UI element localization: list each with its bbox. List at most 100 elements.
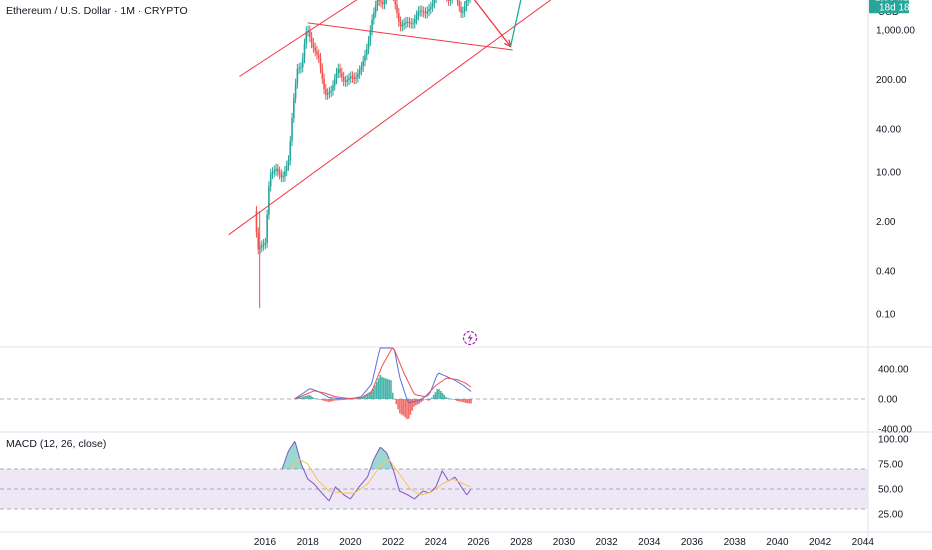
macd-histogram-bar	[381, 376, 383, 399]
candle-body	[342, 76, 345, 82]
signal-line	[294, 347, 472, 400]
macd-histogram-bar	[383, 377, 385, 399]
lightning-icon[interactable]	[462, 330, 478, 346]
candle-body	[330, 90, 332, 93]
candle-body	[300, 67, 302, 69]
candle-body	[431, 3, 434, 7]
time-tick-label: 2030	[553, 537, 576, 548]
candle-body	[273, 170, 276, 173]
candle-body	[326, 93, 329, 95]
candle-body	[291, 117, 293, 141]
candle-body	[333, 79, 336, 86]
macd-histogram-bar	[416, 399, 419, 405]
candle-body	[394, 0, 397, 5]
candle-body	[289, 140, 292, 161]
macd-histogram-bar	[391, 392, 394, 399]
macd-histogram-bar	[338, 399, 341, 401]
macd-histogram-bar	[399, 399, 401, 414]
candle-body	[405, 21, 407, 24]
candle-body	[419, 10, 421, 12]
macd-line	[294, 347, 472, 404]
candle-body	[348, 78, 350, 80]
macd-histogram-bar	[329, 399, 332, 402]
macd-histogram-bar	[356, 398, 358, 399]
macd-histogram-bar	[384, 378, 387, 399]
candle-body	[325, 88, 327, 95]
candle-body	[287, 160, 290, 166]
candle-body	[403, 23, 405, 25]
macd-histogram-bar	[365, 394, 367, 399]
rsi-tick-label: 100.00	[878, 435, 909, 446]
macd-histogram-bar	[318, 399, 321, 400]
macd-tick-label: -400.00	[878, 425, 912, 436]
candle-body	[339, 68, 341, 73]
macd-histogram-bar	[340, 399, 342, 401]
candle-body	[449, 0, 452, 1]
candle-body	[321, 68, 324, 79]
macd-histogram-bar	[299, 397, 302, 399]
macd-histogram-bar	[418, 399, 421, 404]
candle-body	[462, 11, 464, 13]
channel-upper	[239, 0, 358, 77]
macd-pane	[0, 347, 868, 420]
macd-histogram-bar	[317, 398, 319, 400]
macd-histogram-bar	[432, 394, 435, 399]
macd-histogram-bar	[411, 399, 414, 411]
candle-body	[316, 51, 318, 55]
candle-body	[264, 242, 267, 245]
candle-body	[456, 0, 459, 1]
macd-histogram-bar	[395, 399, 398, 405]
time-tick-label: 2026	[467, 537, 490, 548]
candle-body	[275, 168, 277, 171]
price-tick-label: 0.10	[876, 309, 896, 320]
candle-body	[410, 22, 413, 24]
macd-histogram-bar	[358, 398, 360, 399]
time-tick-label: 2020	[339, 537, 362, 548]
macd-histogram-bar	[450, 398, 453, 400]
candle-body	[362, 60, 365, 67]
candle-body	[298, 68, 300, 70]
macd-histogram-bar	[427, 399, 430, 401]
candle-body	[277, 168, 279, 172]
macd-histogram-bar	[457, 399, 460, 402]
macd-histogram-bar	[402, 399, 405, 416]
time-tick-label: 2038	[724, 537, 747, 548]
rsi-line	[281, 440, 472, 502]
macd-tick-label: 400.00	[878, 365, 909, 376]
macd-histogram-bar	[297, 397, 300, 399]
candle-body	[417, 11, 420, 16]
candle-body	[364, 55, 366, 61]
candle-body	[314, 47, 316, 52]
macd-histogram-bar	[345, 399, 348, 400]
candle-body	[433, 0, 436, 4]
candle-body	[430, 6, 432, 10]
current-price-badge-bg	[869, 0, 909, 14]
rsi-ma-line	[290, 458, 471, 496]
macd-histogram-bar	[375, 381, 378, 399]
candle-body	[284, 171, 286, 177]
macd-histogram-bar	[397, 399, 399, 410]
time-tick-label: 2034	[638, 537, 661, 548]
candle-body	[396, 4, 398, 14]
candle-body	[257, 232, 260, 250]
candle-body	[278, 171, 281, 175]
candle-body	[397, 13, 400, 22]
projection-down	[473, 0, 512, 47]
macd-histogram-bar	[308, 395, 310, 399]
candle-body	[269, 174, 272, 187]
candle-body	[465, 0, 468, 7]
macd-histogram-bar	[322, 399, 325, 401]
macd-histogram-bar	[331, 399, 334, 402]
rsi-tick-label: 50.00	[878, 485, 903, 496]
candle-body	[399, 21, 402, 27]
time-tick-label: 2028	[510, 537, 533, 548]
macd-histogram-bar	[313, 398, 316, 399]
macd-histogram-bar	[423, 399, 426, 400]
macd-histogram-bar	[447, 397, 449, 399]
macd-histogram-bar	[324, 399, 326, 402]
macd-histogram-bar	[420, 399, 423, 403]
candle-body	[383, 0, 386, 5]
macd-histogram-bar	[406, 399, 408, 420]
